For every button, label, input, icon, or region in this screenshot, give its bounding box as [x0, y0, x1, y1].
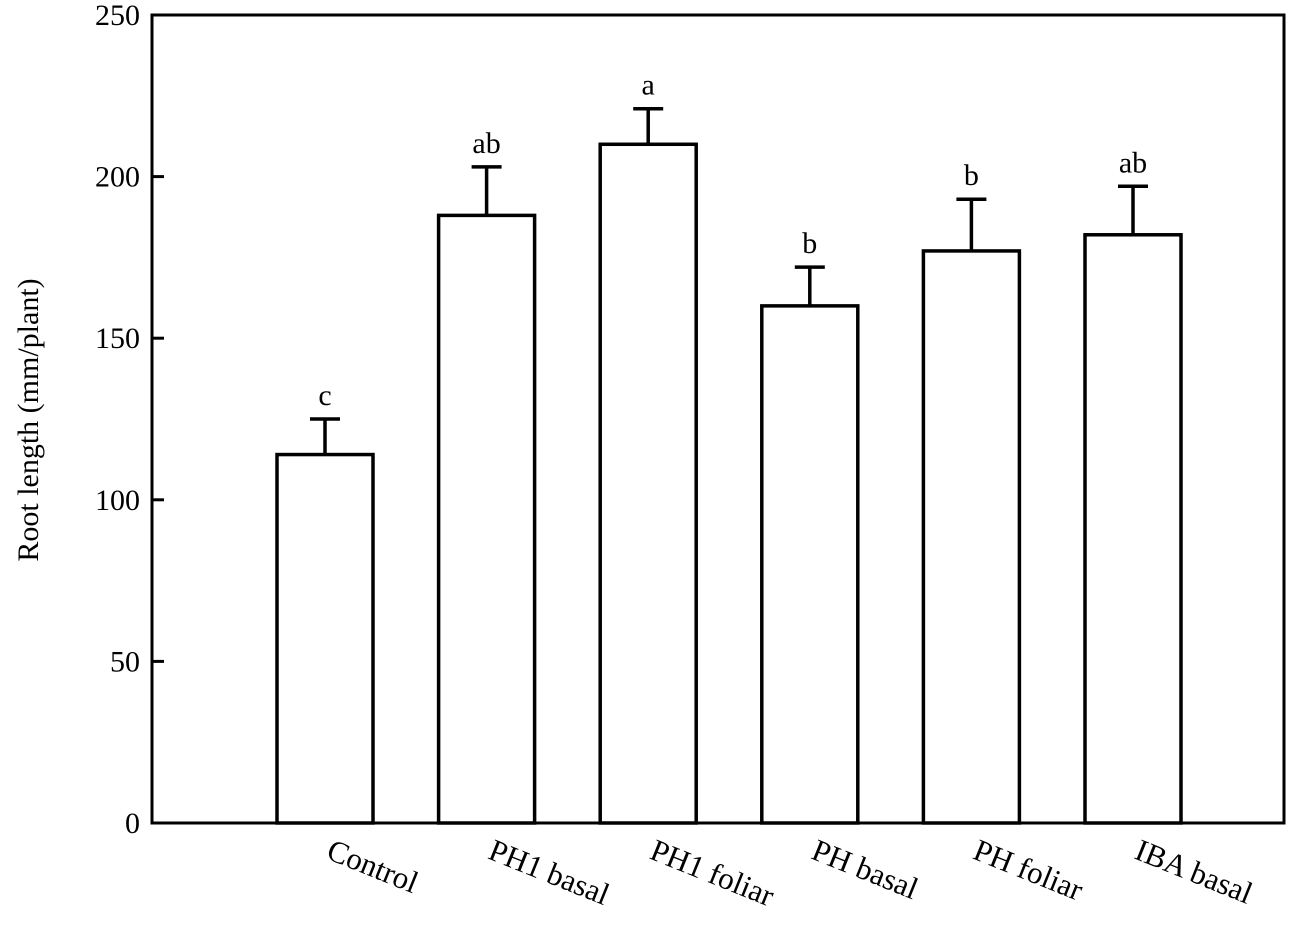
significance-label-0: c — [318, 379, 331, 412]
bar-2 — [598, 142, 698, 825]
y-tick-label-250: 250 — [95, 0, 140, 32]
category-label-0: Control — [322, 832, 423, 900]
bars — [275, 142, 1183, 825]
significance-label-5: ab — [1119, 146, 1147, 179]
category-label-3: PH basal — [807, 832, 923, 906]
bar-1 — [436, 213, 537, 825]
significance-label-2: a — [642, 69, 655, 102]
category-labels: Control PH1 basal PH1 foliar PH basal PH fol… — [322, 832, 1257, 913]
y-axis-ticks: 0 50 100 150 200 250 — [95, 0, 164, 840]
bar-5 — [1083, 233, 1183, 825]
significance-label-1: ab — [472, 127, 500, 160]
y-tick-label-200: 200 — [95, 161, 140, 194]
bar-4 — [921, 249, 1022, 825]
category-label-2: PH1 foliar — [646, 832, 780, 913]
error-bars — [310, 106, 1148, 455]
y-tick-label-0: 0 — [125, 807, 140, 840]
bar-0 — [275, 452, 375, 825]
category-label-1: PH1 basal — [484, 832, 614, 912]
category-label-4: PH foliar — [969, 832, 1089, 908]
significance-label-3: b — [802, 227, 817, 260]
plot-border — [150, 13, 1286, 825]
bar-3 — [760, 304, 860, 825]
y-tick-label-50: 50 — [110, 645, 140, 678]
significance-label-4: b — [964, 159, 979, 192]
plot-frame — [150, 13, 1286, 825]
y-tick-label-150: 150 — [95, 322, 140, 355]
y-tick-label-100: 100 — [95, 484, 140, 517]
category-label-5: IBA basal — [1130, 832, 1257, 911]
y-axis-label: Root length (mm/plant) — [12, 278, 45, 561]
